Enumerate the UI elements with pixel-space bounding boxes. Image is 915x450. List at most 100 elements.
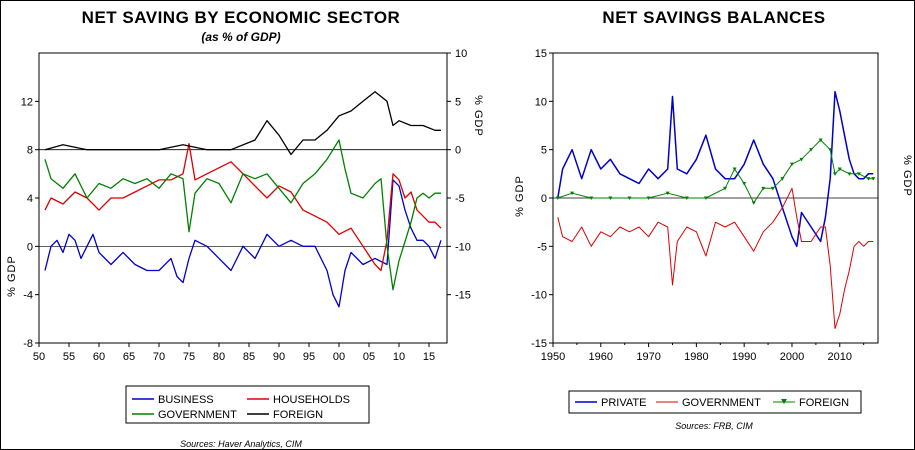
left-x-tick-label: 80 bbox=[213, 351, 225, 363]
legend-marker-foreign-r bbox=[781, 399, 787, 404]
right-foreign-point-marker bbox=[742, 182, 747, 186]
left-source-note: Sources: Haver Analytics, CIM bbox=[180, 439, 302, 449]
left-y-tick-label: -4 bbox=[23, 290, 33, 302]
left-y-tick-label: 4 bbox=[27, 193, 33, 205]
left-plot-frame bbox=[38, 52, 448, 344]
right-foreign-point-marker bbox=[703, 196, 708, 200]
right-chart-title: NET SAVINGS BALANCES bbox=[602, 8, 825, 27]
left-legend: BUSINESS HOUSEHOLDS GOVERNMENT FOREIGN bbox=[125, 385, 370, 424]
series-layer bbox=[44, 90, 876, 329]
right-x-tick-label: 2010 bbox=[828, 351, 852, 363]
right-foreign-point-marker bbox=[832, 172, 837, 176]
right-y-axis-title: % GDP bbox=[514, 175, 526, 217]
right-foreign-point-marker bbox=[627, 196, 632, 200]
left-legend-box bbox=[125, 385, 370, 424]
right-x-tick-label: 1990 bbox=[732, 351, 756, 363]
right-y-tick-label: -15 bbox=[531, 338, 547, 350]
legend-label-households: HOUSEHOLDS bbox=[273, 394, 350, 406]
right-foreign-point-marker bbox=[770, 186, 775, 191]
right-y-tick-label: -10 bbox=[531, 290, 547, 302]
right-y-tick-label: 0 bbox=[541, 193, 547, 205]
right-foreign-point-marker bbox=[761, 186, 766, 191]
left-y2-tick-label: -15 bbox=[455, 290, 471, 302]
right-foreign-point-marker bbox=[866, 177, 871, 181]
left-x-tick-label: 10 bbox=[393, 351, 405, 363]
left-x-tick-label: 55 bbox=[63, 351, 75, 363]
right-foreign-point-marker bbox=[665, 191, 670, 196]
right-foreign-point-marker bbox=[723, 186, 728, 191]
right-x-tick-label: 1950 bbox=[541, 351, 565, 363]
left-y-axis-title: % GDP bbox=[6, 255, 18, 297]
left-x-tick-label: 70 bbox=[153, 351, 165, 363]
right-foreign-point-marker bbox=[818, 138, 823, 142]
left-y2-tick-label: 5 bbox=[455, 96, 461, 108]
left-x-tick-label: 90 bbox=[273, 351, 285, 363]
right-legend-box bbox=[568, 390, 862, 414]
right-source-note: Sources: FRB, CIM bbox=[675, 421, 753, 431]
right-foreign-point-marker bbox=[809, 148, 814, 152]
right-y2-axis-title: % GDP bbox=[901, 155, 913, 197]
right-x-tick-label: 1980 bbox=[684, 351, 708, 363]
right-foreign-point-marker bbox=[780, 177, 785, 181]
right-foreign-point-marker bbox=[570, 191, 575, 196]
left-y-tick-label: -8 bbox=[23, 338, 33, 350]
left-y2-tick-label: 0 bbox=[455, 145, 461, 157]
right-y-tick-label: 5 bbox=[541, 145, 547, 157]
legend-label-private: PRIVATE bbox=[601, 397, 646, 409]
right-x-tick-label: 2000 bbox=[780, 351, 804, 363]
right-y-tick-label: -5 bbox=[537, 241, 547, 253]
left-y2-tick-label: 10 bbox=[455, 48, 467, 60]
left-series-households bbox=[44, 142, 442, 272]
left-x-tick-label: 95 bbox=[303, 351, 315, 363]
left-series-business bbox=[44, 179, 442, 308]
right-foreign-point-marker bbox=[828, 148, 833, 152]
left-y2-tick-label: -5 bbox=[455, 193, 465, 205]
right-foreign-point-marker bbox=[684, 196, 689, 200]
right-y-tick-label: 15 bbox=[535, 48, 547, 60]
left-x-tick-label: 00 bbox=[333, 351, 345, 363]
left-x-tick-label: 75 bbox=[183, 351, 195, 363]
left-chart-title: NET SAVING BY ECONOMIC SECTOR bbox=[82, 8, 401, 27]
right-y-tick-label: 10 bbox=[535, 96, 547, 108]
left-x-tick-label: 05 bbox=[363, 351, 375, 363]
left-x-tick-label: 60 bbox=[93, 351, 105, 363]
left-x-tick-label: 85 bbox=[243, 351, 255, 363]
right-foreign-point-marker bbox=[799, 157, 804, 162]
left-y-tick-label: 12 bbox=[21, 96, 33, 108]
left-chart-subtitle: (as % of GDP) bbox=[201, 30, 280, 44]
right-legend: PRIVATE GOVERNMENT FOREIGN bbox=[568, 390, 862, 414]
legend-label-business: BUSINESS bbox=[158, 394, 214, 406]
right-foreign-point-marker bbox=[589, 196, 594, 200]
right-x-tick-label: 1960 bbox=[589, 351, 613, 363]
right-foreign-point-marker bbox=[732, 167, 737, 171]
left-series-foreign bbox=[44, 91, 441, 156]
right-foreign-point-marker bbox=[871, 177, 876, 181]
left-y2-axis-title: % GDP bbox=[472, 95, 484, 137]
right-x-tick-label: 1970 bbox=[636, 351, 660, 363]
right-series-foreign bbox=[557, 139, 874, 204]
legend-label-government: GOVERNMENT bbox=[158, 409, 237, 421]
right-foreign-point-marker bbox=[789, 162, 794, 167]
left-y-tick-label: 0 bbox=[27, 241, 33, 253]
left-x-tick-label: 50 bbox=[33, 351, 45, 363]
right-series-government bbox=[557, 187, 874, 329]
right-foreign-point-marker bbox=[608, 196, 613, 200]
left-x-tick-label: 15 bbox=[423, 351, 435, 363]
right-foreign-point-marker bbox=[646, 196, 651, 200]
legend-label-foreign: FOREIGN bbox=[273, 409, 323, 421]
left-series-government bbox=[44, 139, 441, 291]
right-series-private bbox=[557, 90, 874, 248]
left-y2-tick-label: -10 bbox=[455, 241, 471, 253]
right-foreign-point-marker bbox=[837, 167, 842, 171]
left-y-tick-label: 8 bbox=[27, 145, 33, 157]
legend-label-foreign-r: FOREIGN bbox=[799, 397, 849, 409]
ticks-layer: 50 55 60 65 70 75 80 85 90 95 00 05 10 15-8-404812105… bbox=[21, 48, 878, 363]
left-x-tick-label: 65 bbox=[123, 351, 135, 363]
right-foreign-point-marker bbox=[856, 172, 861, 176]
right-foreign-point-marker bbox=[555, 196, 560, 200]
right-foreign-point-marker bbox=[751, 201, 756, 205]
right-foreign-point-marker bbox=[847, 172, 852, 176]
legend-label-government-r: GOVERNMENT bbox=[682, 397, 761, 409]
